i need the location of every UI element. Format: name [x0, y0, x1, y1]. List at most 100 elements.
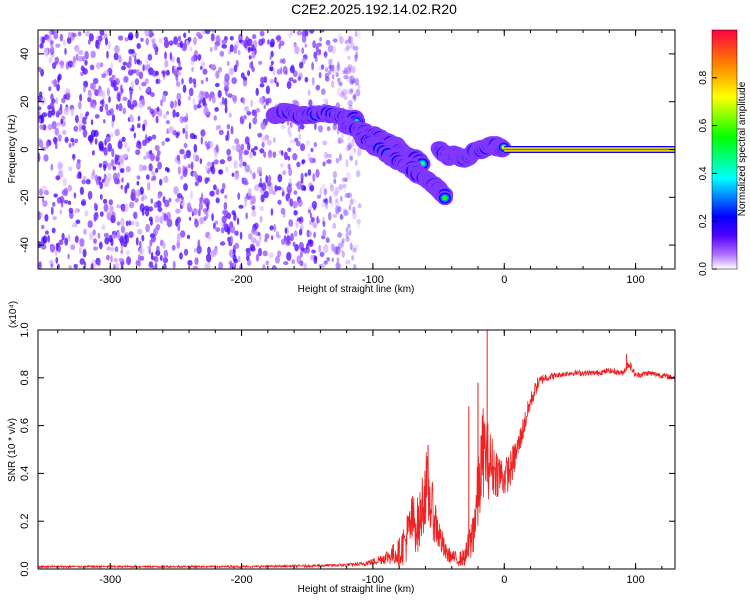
noise-mark	[44, 230, 49, 235]
noise-mark	[259, 177, 262, 184]
x-tick-label: -100	[362, 274, 384, 286]
noise-mark	[176, 232, 181, 242]
noise-mark	[214, 82, 220, 88]
noise-mark	[164, 199, 170, 208]
noise-mark	[347, 192, 353, 199]
noise-mark	[272, 265, 276, 269]
noise-mark	[116, 172, 121, 179]
noise-mark	[345, 227, 349, 233]
noise-mark	[50, 163, 54, 171]
noise-mark	[215, 188, 220, 196]
noise-mark	[135, 189, 141, 197]
noise-mark	[184, 124, 189, 133]
noise-mark	[136, 180, 140, 186]
noise-mark	[194, 50, 198, 57]
colorbar-gradient	[711, 29, 738, 270]
noise-mark	[105, 136, 111, 143]
noise-mark	[198, 201, 203, 211]
noise-mark	[214, 220, 219, 225]
noise-mark	[87, 190, 93, 200]
y-tick-label: 40	[19, 48, 31, 60]
noise-mark	[57, 75, 61, 84]
noise-mark	[47, 234, 50, 243]
noise-mark	[186, 202, 192, 211]
noise-mark	[87, 220, 93, 229]
noise-mark	[281, 150, 284, 157]
noise-mark	[345, 145, 351, 152]
noise-mark	[297, 76, 301, 81]
noise-mark	[191, 55, 197, 62]
noise-mark	[225, 166, 229, 173]
noise-mark	[289, 139, 295, 144]
noise-mark	[199, 217, 205, 225]
noise-mark	[322, 97, 326, 104]
snr-plot: -300 -200 -100 0 100 0.0 0.2 0.4 0.6 0.8 1.0 Heigh…	[7, 301, 676, 595]
noise-mark	[218, 261, 223, 269]
noise-mark	[301, 159, 306, 164]
noise-mark	[354, 77, 360, 86]
noise-mark	[163, 36, 168, 41]
noise-mark	[170, 100, 174, 109]
noise-mark	[336, 257, 340, 264]
noise-mark	[319, 187, 322, 196]
noise-mark	[92, 229, 96, 236]
noise-mark	[210, 249, 217, 258]
noise-mark	[267, 39, 270, 45]
noise-mark	[236, 217, 240, 225]
noise-mark	[247, 38, 253, 47]
noise-mark	[38, 211, 42, 221]
noise-mark	[221, 39, 228, 45]
carrier-track	[504, 149, 675, 150]
noise-mark	[137, 228, 143, 235]
noise-mark	[325, 67, 328, 73]
noise-mark	[336, 87, 342, 97]
noise-mark	[118, 257, 124, 263]
noise-mark	[304, 30, 309, 37]
noise-mark	[103, 173, 107, 180]
noise-mark	[52, 62, 57, 70]
noise-mark	[148, 261, 154, 268]
noise-mark	[297, 199, 303, 207]
noise-mark	[186, 234, 191, 240]
noise-mark	[98, 37, 101, 46]
noise-mark	[163, 175, 169, 184]
noise-mark	[339, 36, 344, 45]
noise-mark	[347, 223, 351, 229]
noise-mark	[65, 88, 70, 94]
snr-series-line	[38, 361, 675, 569]
colorbar-tick-label: 0.0	[698, 262, 709, 276]
x-tick-label: 100	[626, 274, 644, 286]
noise-mark	[255, 87, 259, 96]
noise-mark	[118, 155, 125, 164]
noise-mark	[129, 127, 135, 132]
noise-mark	[239, 263, 243, 269]
noise-mark	[219, 241, 226, 246]
noise-mark	[113, 52, 119, 61]
noise-mark	[209, 141, 214, 148]
noise-mark	[213, 115, 217, 121]
noise-mark	[265, 175, 269, 184]
noise-mark	[233, 258, 239, 264]
noise-mark	[254, 184, 260, 192]
noise-mark	[190, 161, 194, 171]
noise-mark	[144, 134, 148, 143]
noise-mark	[175, 73, 179, 82]
noise-mark	[156, 223, 161, 231]
noise-mark	[253, 230, 259, 236]
noise-mark	[347, 136, 351, 144]
noise-mark	[311, 76, 315, 86]
noise-mark	[112, 166, 117, 171]
noise-mark	[70, 244, 76, 251]
noise-mark	[74, 138, 78, 144]
noise-mark	[252, 151, 257, 156]
noise-mark	[349, 80, 355, 85]
noise-mark	[145, 223, 150, 233]
noise-mark	[240, 143, 245, 151]
noise-mark	[77, 120, 84, 126]
noise-mark	[290, 30, 293, 36]
noise-mark	[93, 238, 97, 245]
noise-mark	[352, 210, 357, 220]
noise-mark	[225, 134, 229, 141]
noise-mark	[121, 136, 126, 142]
